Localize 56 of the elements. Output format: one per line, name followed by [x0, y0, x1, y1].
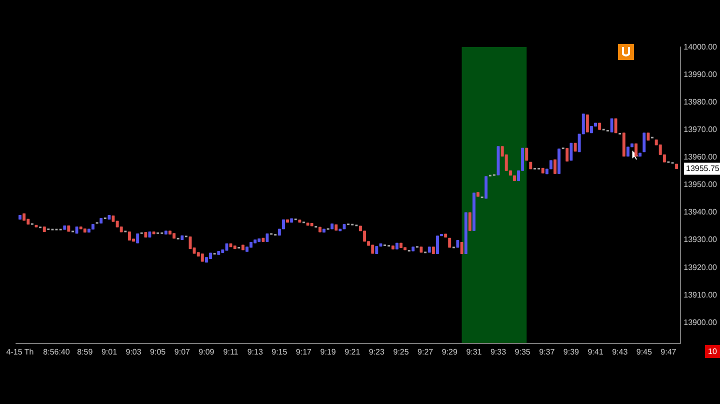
- x-tick-label: 9:07: [174, 348, 191, 356]
- x-tick-label: 9:41: [588, 348, 604, 356]
- x-tick-label: 9:39: [563, 348, 580, 356]
- candlestick: [484, 176, 488, 199]
- y-tick-label: 13970.00: [684, 125, 718, 134]
- x-tick-label: 9:37: [539, 348, 556, 356]
- text: 13955.75: [686, 164, 720, 174]
- candlestick: [525, 148, 528, 161]
- x-tick-label: 9:47: [660, 348, 677, 356]
- x-tick-label: 9:29: [442, 348, 458, 356]
- candlestick: [554, 159, 556, 174]
- text: 10: [708, 347, 718, 356]
- x-tick-label: 9:09: [198, 348, 215, 356]
- candlestick: [448, 238, 452, 248]
- x-tick-label: 4-15 Th: [6, 348, 34, 356]
- candlestick: [610, 118, 614, 133]
- y-tick-label: 13900.00: [684, 318, 718, 327]
- candlestick: [622, 132, 626, 157]
- candlestick: [566, 148, 569, 162]
- x-tick-label: 9:13: [247, 348, 264, 356]
- x-tick-label: 9:21: [344, 348, 361, 356]
- candlestick: [626, 146, 630, 157]
- x-tick-label: 9:03: [126, 348, 142, 356]
- x-tick-label: 9:15: [272, 348, 288, 356]
- y-tick-label: 13910.00: [684, 290, 718, 300]
- candlestick: [642, 132, 646, 152]
- candlestick: [570, 142, 573, 161]
- x-tick-label: 9:35: [514, 348, 531, 356]
- x-tick-label: 9:31: [466, 348, 482, 356]
- x-tick-label: 9:17: [296, 348, 312, 356]
- y-tick-label: 13920.00: [684, 262, 718, 272]
- x-tick-label: 9:23: [368, 348, 385, 356]
- y-tick-label: 14000.00: [684, 42, 718, 52]
- x-tick-label: 9:05: [150, 348, 166, 356]
- x-tick-label: 8:59: [77, 348, 94, 356]
- candlestick: [586, 114, 589, 133]
- x-tick-label: 8:56:40: [43, 348, 70, 356]
- x-tick-label: 9:11: [223, 348, 239, 356]
- x-tick-label: 9:33: [490, 348, 507, 356]
- y-tick-label: 13950.00: [684, 180, 718, 190]
- candlestick: [468, 212, 472, 232]
- y-tick-label: 13960.00: [684, 152, 718, 162]
- x-tick-label: 9:45: [636, 348, 652, 356]
- candlestick: [634, 143, 638, 157]
- x-tick-label: 9:01: [101, 348, 118, 356]
- x-tick-label: 9:19: [320, 348, 336, 356]
- candlestick: [460, 242, 464, 254]
- x-tick-label: 9:25: [393, 348, 410, 356]
- x-tick-label: 9:27: [418, 348, 434, 356]
- y-tick-label: 13990.00: [684, 70, 718, 80]
- candlestick: [136, 233, 140, 244]
- y-tick-label: 13930.00: [684, 235, 718, 244]
- y-tick-label: 13980.00: [684, 98, 718, 107]
- x-tick-label: 9:43: [612, 348, 628, 356]
- y-tick-label: 13940.00: [684, 208, 718, 217]
- candlestick: [614, 118, 618, 134]
